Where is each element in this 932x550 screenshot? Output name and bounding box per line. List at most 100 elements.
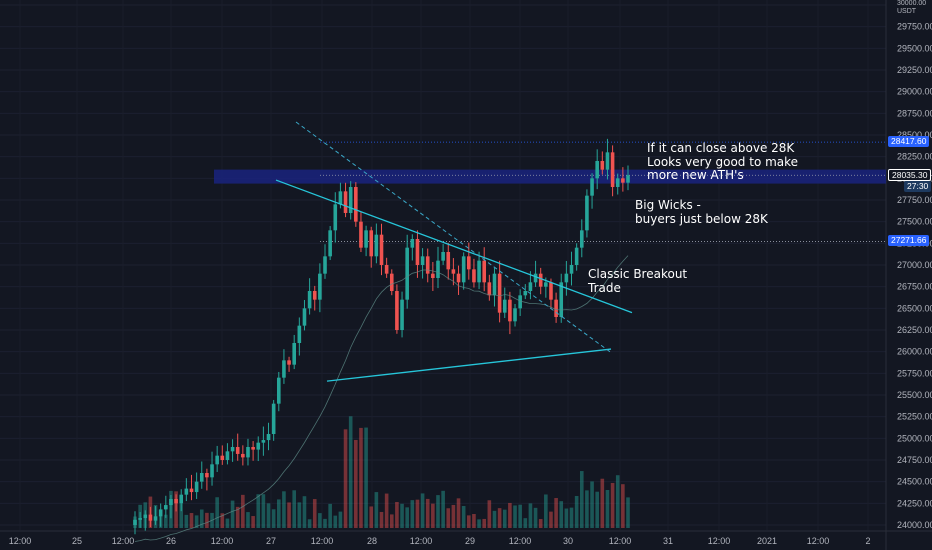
volume-bar <box>256 494 261 528</box>
volume-bar <box>328 503 332 528</box>
annotation-breakout-line1: Classic Breakout <box>588 267 688 281</box>
volume-bar <box>276 499 281 528</box>
candle-body <box>158 509 163 517</box>
candle-body <box>138 518 142 520</box>
annotation-ath-line2: Looks very good to make <box>647 154 799 169</box>
candle-body <box>215 455 219 465</box>
volume-bar <box>205 512 209 528</box>
annotation-breakout-line2: Trade <box>588 280 621 295</box>
candle-body <box>153 516 158 521</box>
candle-body <box>312 291 317 300</box>
volume-bar <box>533 507 538 528</box>
annotation-big-wicks[interactable]: Big Wicks - buyers just below 28K <box>635 198 768 226</box>
x-tick-label: 25 <box>72 536 82 546</box>
volume-bar <box>579 471 584 528</box>
volume-bar <box>354 439 358 528</box>
currency-label: 30000.00 USDT <box>897 0 927 15</box>
x-tick-label: 2 <box>865 536 870 546</box>
x-tick-label: 12:00 <box>410 536 433 546</box>
candle-body <box>169 499 173 506</box>
volume-bar <box>518 504 522 528</box>
candle-body <box>472 269 476 283</box>
candle-body <box>549 282 553 300</box>
candle-body <box>241 453 245 458</box>
volume-bar <box>199 509 204 528</box>
volume-bar <box>405 507 409 528</box>
candle-body <box>585 195 589 231</box>
volume-bar <box>194 515 199 528</box>
volume-bar <box>431 503 435 528</box>
y-tick-label: 29250.00 <box>897 65 932 75</box>
x-tick-label: 12:00 <box>211 536 234 546</box>
volume-bar <box>487 500 492 528</box>
volume-bar <box>225 518 230 528</box>
x-tick-label: 29 <box>465 536 475 546</box>
volume-bar <box>436 495 440 528</box>
candle-body <box>436 260 440 278</box>
candle-body <box>266 434 271 441</box>
candle-body <box>133 519 137 525</box>
candle-body <box>225 451 230 460</box>
volume-bar <box>164 514 168 528</box>
candle-body <box>400 299 404 330</box>
candle-body <box>431 273 435 278</box>
candle-body <box>348 187 353 213</box>
volume-bar <box>266 503 271 528</box>
volume-bar <box>564 508 569 528</box>
candle-body <box>199 473 204 482</box>
resistance-zone <box>214 169 886 184</box>
x-tick-label: 12:00 <box>708 536 731 546</box>
volume-bar <box>287 502 291 528</box>
volume-bar <box>549 511 553 528</box>
x-tick-label: 28 <box>367 536 377 546</box>
volume-bar <box>441 490 445 528</box>
candle-body <box>533 273 538 283</box>
volume-bar <box>569 507 574 528</box>
price-label-28417: 28417.60 <box>888 136 930 147</box>
volume-bar <box>246 512 250 528</box>
moving-average-line <box>134 255 629 542</box>
candle-body <box>615 178 620 187</box>
x-tick-label: 12:00 <box>9 536 32 546</box>
y-tick-label: 24750.00 <box>897 455 932 465</box>
volume-bar <box>425 498 430 528</box>
volume-bar <box>626 497 630 528</box>
annotation-breakout[interactable]: Classic Breakout Trade <box>588 267 688 295</box>
candle-body <box>497 273 502 313</box>
y-tick-label: 27500.00 <box>897 217 932 227</box>
candle-body <box>379 234 384 265</box>
price-label-28035: 28035.30 <box>888 169 932 181</box>
y-tick-label: 28250.00 <box>897 152 932 162</box>
countdown-label: 27:30 <box>904 181 932 192</box>
volume-bar <box>271 509 276 528</box>
candle-body <box>564 273 569 283</box>
volume-bar <box>179 503 184 528</box>
annotation-ath[interactable]: If it can close above 28K Looks very goo… <box>647 141 799 183</box>
volume-bar <box>461 505 466 528</box>
candle-body <box>461 256 466 283</box>
candle-body <box>389 273 394 291</box>
volume-bar <box>492 510 497 528</box>
candle-body <box>184 488 189 495</box>
y-tick-label: 25750.00 <box>897 368 932 378</box>
candle-body <box>179 494 184 504</box>
volume-bar <box>215 497 219 528</box>
volume-bar <box>318 513 322 528</box>
volume-bar <box>369 506 374 528</box>
descending-trendline <box>275 179 633 314</box>
y-tick-label: 27000.00 <box>897 260 932 270</box>
candle-body <box>164 505 168 510</box>
volume-bar <box>544 494 548 528</box>
y-tick-label: 25500.00 <box>897 390 932 400</box>
candle-body <box>328 230 332 257</box>
candle-body <box>502 299 507 313</box>
volume-bar <box>292 490 296 528</box>
volume-bar <box>528 503 533 528</box>
candle-body <box>605 152 610 170</box>
volume-bar <box>379 511 384 528</box>
candle-body <box>189 488 194 493</box>
x-tick-label: 12:00 <box>609 536 632 546</box>
y-tick-label: 26750.00 <box>897 282 932 292</box>
volume-bar <box>554 498 558 528</box>
